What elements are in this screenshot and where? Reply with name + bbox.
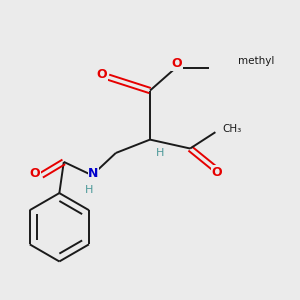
Text: methyl: methyl bbox=[238, 56, 274, 66]
Text: O: O bbox=[30, 167, 40, 180]
Text: O: O bbox=[171, 57, 182, 70]
Text: N: N bbox=[88, 167, 99, 180]
Text: O: O bbox=[97, 68, 107, 81]
Text: CH₃: CH₃ bbox=[222, 124, 241, 134]
Text: H: H bbox=[156, 148, 165, 158]
Text: H: H bbox=[85, 185, 93, 195]
Text: O: O bbox=[212, 166, 222, 179]
